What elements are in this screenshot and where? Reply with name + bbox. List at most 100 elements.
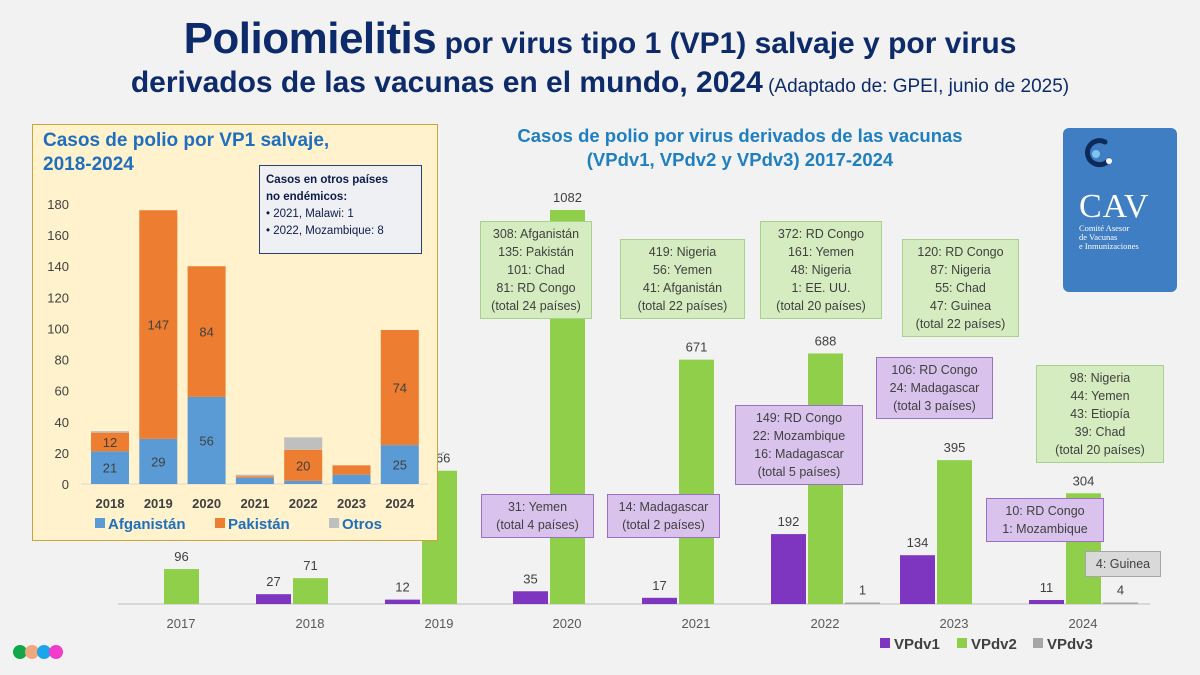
bar-pakistán [235,476,274,478]
bar-data-label: 147 [147,318,169,333]
bar-data-label: 84 [199,325,213,340]
logo-text: CAV [1079,188,1150,225]
annotation-line: (total 5 países) [757,465,841,479]
bar-data-label: 192 [778,514,800,529]
annotation-vpdv3-2024: 4: Guinea [1085,551,1161,577]
bar-otros [91,431,129,433]
bar-data-label: 21 [103,461,117,476]
decor-dot [13,645,27,659]
legend-swatch-vpdv3 [1033,638,1043,648]
legend-label: VPdv3 [1047,636,1093,653]
wild-polio-title: Casos de polio por VP1 salvaje, 2018-2024 [43,129,329,177]
annotation-line: 87: Nigeria [930,263,991,277]
bar-afganistán [187,396,226,484]
bar-pakistán [139,210,178,439]
annotation-line: 149: RD Congo [755,411,843,425]
title-line2-text: derivados de las vacunas en el mundo, 20… [130,66,763,99]
annotation-line: 101: Chad [507,263,565,277]
annotation-line: 14: Madagascar [618,500,709,514]
note-title-1: Casos en otros países [266,174,389,186]
bar-data-label: 1082 [553,190,582,205]
bar-otros [284,437,323,450]
x-tick-label: 2023 [337,496,366,511]
annotation-line: 372: RD Congo [777,227,865,241]
y-tick-label: 160 [47,228,69,243]
x-tick-label: 2021 [240,496,269,511]
cav-logo: CAV Comité Asesor de Vacunas e Inmunizac… [1063,128,1177,292]
page-title-line1: Poliomielitis por virus tipo 1 (VP1) sal… [0,14,1200,64]
bar-vpdv1 [513,591,548,604]
bar-data-label: 304 [1073,473,1095,488]
y-tick-label: 20 [55,446,69,461]
x-tick-label: 2018 [296,616,325,631]
note-item: • 2021, Malawi: 1 [266,208,354,220]
annotation-line: (total 20 países) [776,299,866,313]
title-rest: por virus tipo 1 (VP1) salvaje y por vir… [436,27,1017,60]
annotation-vpdv1-2020: 31: Yemen (total 4 países) [481,494,594,538]
bar-vpdv1 [385,599,420,604]
bar-data-label: 25 [393,458,407,473]
legend-label: VPdv1 [894,636,940,653]
x-tick-label: 2024 [385,496,415,511]
bar-data-label: 688 [815,333,837,348]
wild-title-line: 2018-2024 [43,154,134,175]
vaccine-title-line: Casos de polio por virus derivados de la… [517,125,963,146]
bar-data-label: 11 [1040,580,1054,595]
legend-swatch-afganistán [95,518,105,528]
bar-data-label: 20 [296,458,310,473]
annotation-vpdv2-2024: 98: Nigeria 44: Yemen 43: Etiopía 39: Chad (… [1036,365,1164,463]
legend-label: Afganistán [108,516,186,533]
y-tick-label: 0 [62,477,69,492]
x-tick-label: 2021 [682,616,711,631]
bar-afganistán [332,474,371,484]
x-tick-label: 2017 [167,616,196,631]
bar-pakistán [91,432,129,452]
legend-label: Pakistán [228,516,290,533]
bar-vpdv2 [164,569,199,604]
bar-vpdv2 [293,578,328,604]
x-tick-label: 2022 [289,496,318,511]
annotation-line: 1: Mozambique [1002,522,1088,536]
wild-polio-chart: 0 20 40 60 80 100 120 140 160 180 21 12 2018 29 147 201… [47,197,428,533]
annotation-line: (total 2 países) [622,518,705,532]
bar-data-label: 27 [266,574,280,589]
annotation-line: 98: Nigeria [1069,371,1131,385]
bar-data-label: 17 [652,578,666,593]
bar-vpdv3 [1103,602,1138,604]
bar-vpdv1 [900,555,935,604]
bar-afganistán [380,445,419,484]
bar-pakistán [332,465,371,475]
bar-data-label: 12 [395,580,409,595]
logo-ring-icon [1085,138,1112,168]
annotation-vpdv2-2021: 419: Nigeria 56: Yemen 41: Afganistán (tota… [620,239,745,319]
bar-pakistán [187,266,226,397]
bar-pakistán [284,449,323,481]
annotation-line: 106: RD Congo [891,363,978,377]
x-tick-label: 2022 [811,616,840,631]
wild-title-line: Casos de polio por VP1 salvaje, [43,130,330,151]
legend-swatch-pakistán [215,518,225,528]
annotation-line: 308: Afganistán [492,227,580,241]
bar-afganistán [91,451,129,484]
annotation-line: (total 22 países) [915,317,1006,331]
annotation-vpdv2-2022: 372: RD Congo 161: Yemen 48: Nigeria 1: EE.… [760,221,882,319]
x-tick-label: 2019 [144,496,173,511]
legend-label: VPdv2 [971,636,1017,653]
x-tick-label: 2023 [940,616,969,631]
bar-pakistán [380,330,419,446]
annotation-line: 4: Guinea [1095,557,1151,571]
title-main-word: Poliomielitis [183,14,437,63]
decor-dot [37,645,51,659]
y-tick-label: 80 [55,353,69,368]
bar-data-label: 29 [151,454,165,469]
annotation-line: (total 4 países) [496,518,579,532]
bar-data-label: 71 [303,558,317,573]
bar-data-label: 671 [686,340,708,355]
annotation-line: 135: Pakistán [498,245,574,259]
y-tick-label: 140 [47,259,69,274]
bar-vpdv3 [845,602,880,604]
annotation-line: 44: Yemen [1070,389,1130,403]
x-tick-label: 2018 [96,496,125,511]
bar-vpdv2 [679,359,714,604]
annotation-line: 41: Afganistán [642,281,723,295]
